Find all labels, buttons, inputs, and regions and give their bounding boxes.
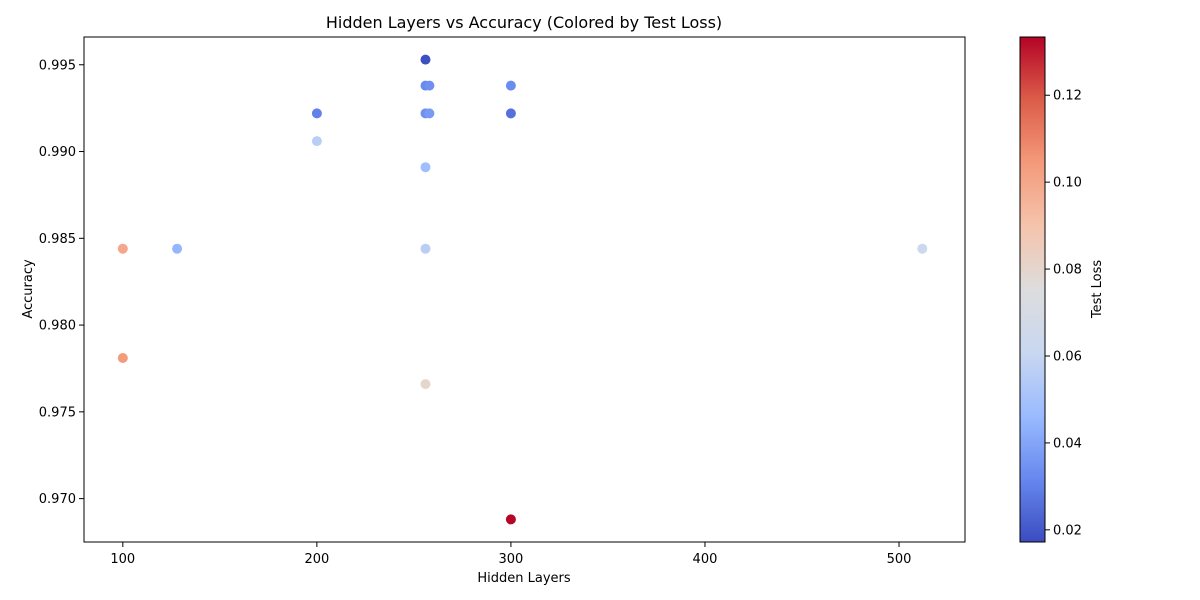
colorbar-tick-label: 0.08 (1053, 263, 1082, 278)
colorbar-tick-label: 0.10 (1053, 176, 1082, 191)
x-tick-label: 200 (304, 552, 329, 567)
x-axis: 100 200 300 400 500 (110, 542, 911, 567)
data-point (420, 379, 431, 390)
data-point (311, 136, 322, 147)
plot-area: 100 200 300 400 500 0.970 0.975 0.980 0.985 0.99… (39, 36, 966, 567)
data-point (505, 108, 516, 119)
colorbar-tick-label: 0.04 (1053, 436, 1082, 451)
plot-background (84, 37, 965, 542)
colorbar-frame (1019, 36, 1046, 543)
data-point (424, 80, 435, 91)
chart-title: Hidden Layers vs Accuracy (Colored by Te… (326, 13, 722, 32)
data-point (117, 243, 128, 254)
x-tick-label: 400 (693, 552, 718, 567)
colorbar-tick-label: 0.06 (1053, 349, 1082, 364)
data-point (917, 243, 928, 254)
data-point (420, 243, 431, 254)
y-tick-label: 0.980 (39, 319, 76, 334)
data-point (420, 54, 431, 65)
y-tick-label: 0.975 (39, 405, 76, 420)
y-tick-label: 0.990 (39, 145, 76, 160)
x-tick-label: 300 (499, 552, 524, 567)
colorbar-tick-label: 0.02 (1053, 523, 1082, 538)
y-tick-label: 0.970 (39, 492, 76, 507)
colorbar-ticks: 0.02 0.04 0.06 0.08 0.10 0.12 (1045, 89, 1082, 538)
x-tick-label: 500 (887, 552, 912, 567)
x-axis-label: Hidden Layers (477, 571, 571, 586)
data-point (311, 108, 322, 119)
data-point (172, 243, 183, 254)
data-point (420, 162, 431, 173)
y-tick-label: 0.995 (39, 58, 76, 73)
y-axis-label: Accuracy (21, 259, 36, 319)
data-point (424, 108, 435, 119)
y-axis: 0.970 0.975 0.980 0.985 0.990 0.995 (39, 58, 84, 507)
colorbar-gradient (1020, 37, 1045, 542)
plot-frame (83, 36, 966, 543)
data-point (505, 80, 516, 91)
x-tick-label: 100 (110, 552, 135, 567)
colorbar: 0.02 0.04 0.06 0.08 0.10 0.12 Test Loss (1019, 36, 1105, 543)
y-tick-label: 0.985 (39, 232, 76, 247)
colorbar-tick-label: 0.12 (1053, 89, 1082, 104)
data-point (505, 514, 516, 525)
points-layer (117, 54, 928, 525)
data-point (117, 353, 128, 363)
colorbar-label: Test Loss (1090, 260, 1105, 319)
